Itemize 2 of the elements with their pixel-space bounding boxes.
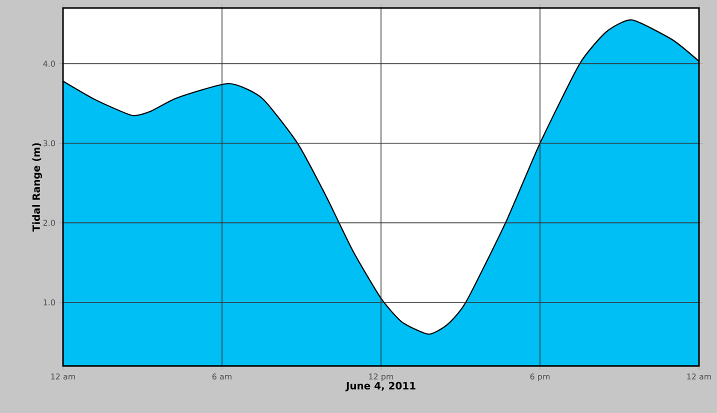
x-axis-title: June 4, 2011 bbox=[345, 382, 416, 392]
y-axis-title: Tidal Range (m) bbox=[32, 143, 42, 232]
